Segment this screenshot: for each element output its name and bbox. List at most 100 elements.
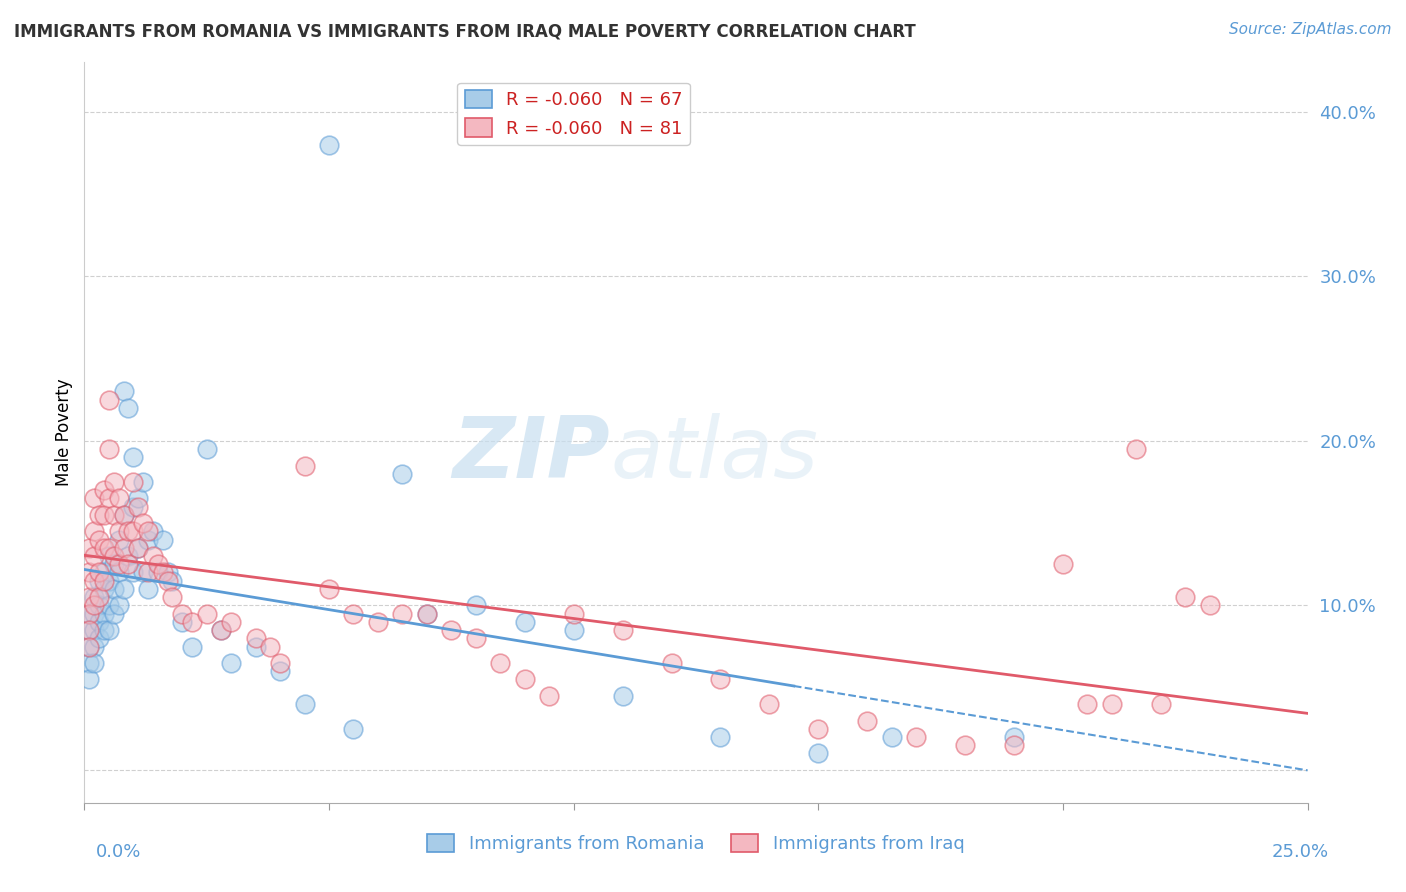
Point	[87, 590, 110, 604]
Point	[103, 607, 125, 621]
Point	[107, 524, 129, 539]
Point	[1101, 697, 1123, 711]
Point	[93, 566, 115, 580]
Point	[112, 541, 135, 555]
Point	[77, 623, 100, 637]
Point	[77, 673, 100, 687]
Point	[97, 623, 120, 637]
Point	[245, 632, 267, 646]
Point	[342, 722, 364, 736]
Point	[758, 697, 780, 711]
Point	[1002, 730, 1025, 744]
Text: IMMIGRANTS FROM ROMANIA VS IMMIGRANTS FROM IRAQ MALE POVERTY CORRELATION CHART: IMMIGRANTS FROM ROMANIA VS IMMIGRANTS FR…	[14, 22, 915, 40]
Text: ZIP: ZIP	[453, 413, 610, 496]
Point	[87, 599, 110, 613]
Point	[440, 623, 463, 637]
Point	[103, 549, 125, 563]
Point	[318, 137, 340, 152]
Point	[294, 697, 316, 711]
Point	[77, 640, 100, 654]
Point	[146, 566, 169, 580]
Point	[209, 623, 232, 637]
Point	[1198, 599, 1220, 613]
Point	[195, 607, 218, 621]
Point	[269, 656, 291, 670]
Point	[117, 558, 139, 572]
Point	[83, 599, 105, 613]
Point	[107, 566, 129, 580]
Point	[219, 615, 242, 629]
Point	[77, 590, 100, 604]
Point	[136, 524, 159, 539]
Point	[107, 599, 129, 613]
Point	[132, 516, 155, 530]
Point	[127, 541, 149, 555]
Point	[83, 590, 105, 604]
Point	[1076, 697, 1098, 711]
Point	[93, 541, 115, 555]
Point	[391, 467, 413, 481]
Point	[77, 607, 100, 621]
Point	[83, 640, 105, 654]
Point	[464, 632, 486, 646]
Point	[245, 640, 267, 654]
Point	[195, 442, 218, 456]
Point	[122, 450, 145, 465]
Point	[93, 623, 115, 637]
Point	[112, 582, 135, 596]
Point	[136, 533, 159, 547]
Point	[294, 458, 316, 473]
Point	[156, 574, 179, 588]
Point	[152, 566, 174, 580]
Point	[87, 566, 110, 580]
Point	[807, 747, 830, 761]
Point	[162, 590, 184, 604]
Point	[953, 738, 976, 752]
Point	[97, 541, 120, 555]
Point	[136, 582, 159, 596]
Point	[132, 475, 155, 489]
Point	[391, 607, 413, 621]
Y-axis label: Male Poverty: Male Poverty	[55, 379, 73, 486]
Point	[107, 558, 129, 572]
Point	[209, 623, 232, 637]
Point	[127, 500, 149, 514]
Point	[172, 607, 194, 621]
Point	[77, 566, 100, 580]
Point	[880, 730, 903, 744]
Point	[107, 533, 129, 547]
Point	[87, 632, 110, 646]
Point	[117, 549, 139, 563]
Point	[103, 508, 125, 522]
Point	[538, 689, 561, 703]
Point	[77, 640, 100, 654]
Point	[83, 623, 105, 637]
Point	[162, 574, 184, 588]
Text: atlas: atlas	[610, 413, 818, 496]
Point	[87, 508, 110, 522]
Point	[1002, 738, 1025, 752]
Point	[83, 491, 105, 506]
Point	[416, 607, 439, 621]
Point	[905, 730, 928, 744]
Point	[87, 574, 110, 588]
Point	[112, 384, 135, 399]
Point	[83, 656, 105, 670]
Point	[93, 582, 115, 596]
Point	[83, 607, 105, 621]
Point	[122, 500, 145, 514]
Point	[77, 623, 100, 637]
Point	[93, 483, 115, 498]
Point	[83, 574, 105, 588]
Point	[127, 541, 149, 555]
Point	[93, 607, 115, 621]
Point	[269, 664, 291, 678]
Point	[97, 574, 120, 588]
Point	[1150, 697, 1173, 711]
Point	[152, 533, 174, 547]
Point	[87, 533, 110, 547]
Point	[127, 491, 149, 506]
Point	[709, 673, 731, 687]
Point	[562, 607, 585, 621]
Point	[709, 730, 731, 744]
